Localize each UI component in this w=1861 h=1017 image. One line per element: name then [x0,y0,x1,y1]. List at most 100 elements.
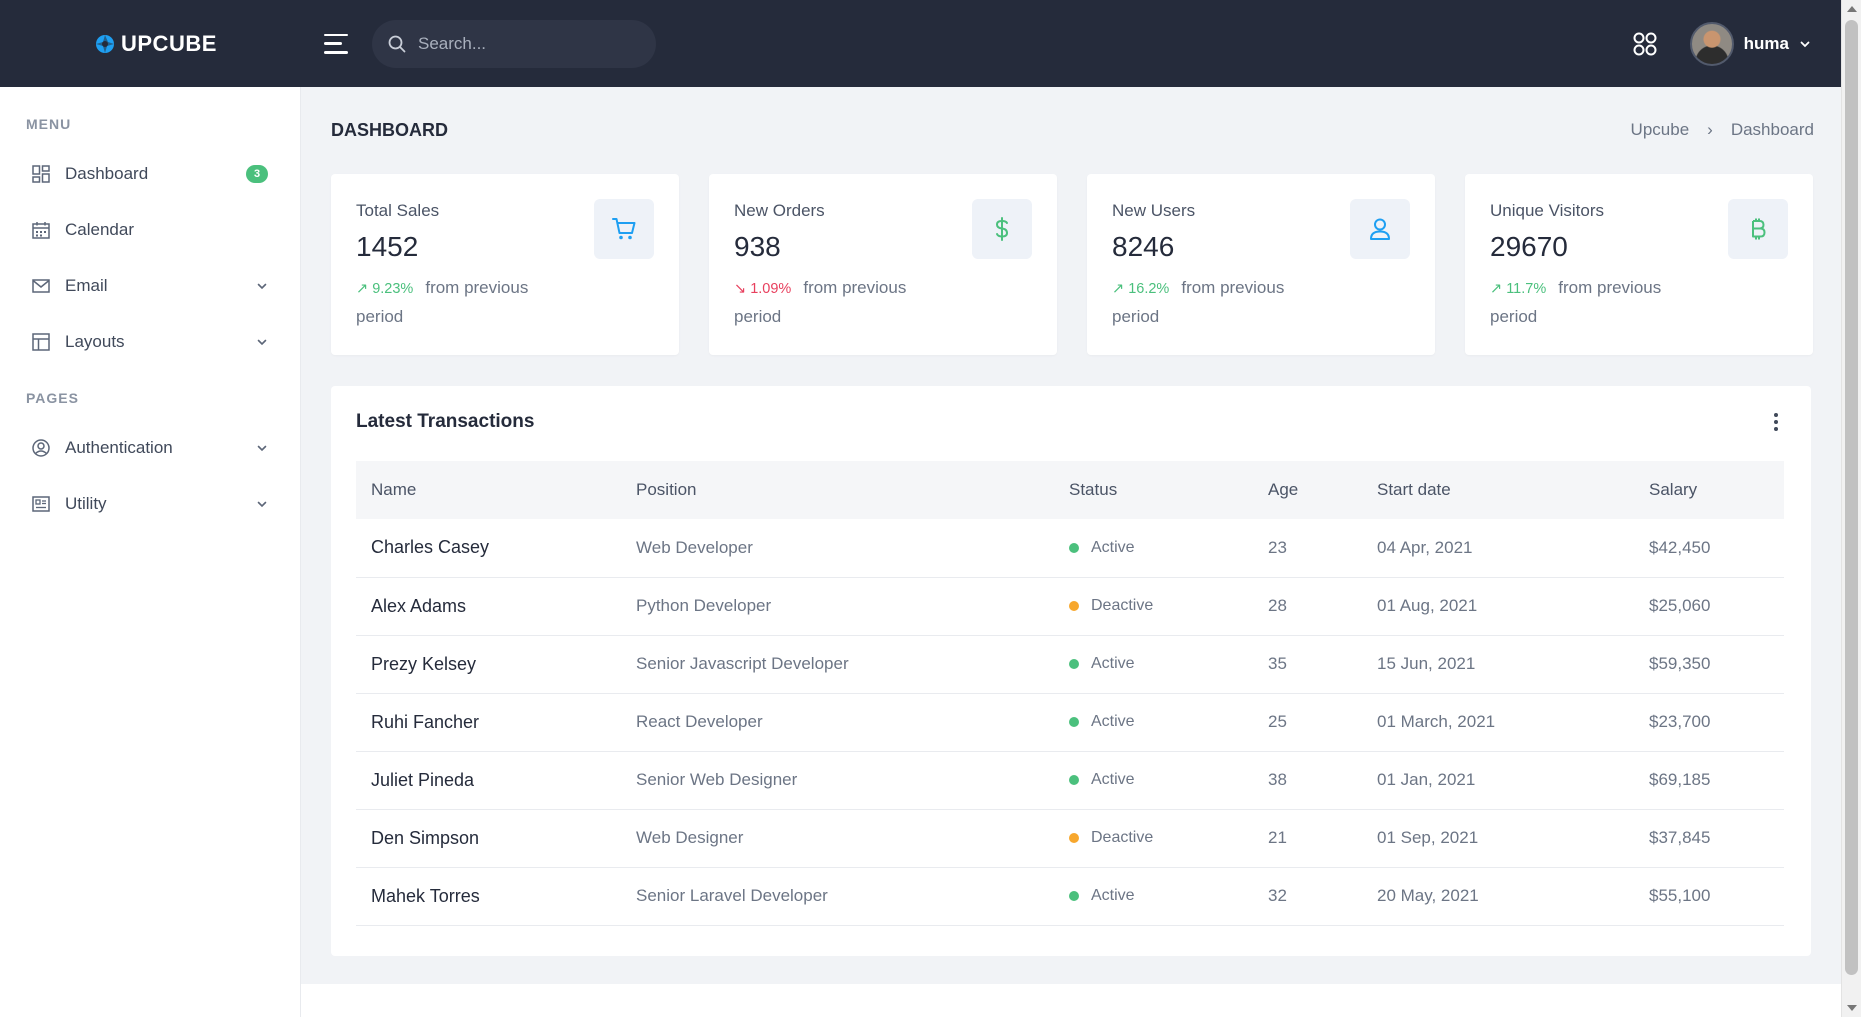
sidebar-item-authentication[interactable]: Authentication [0,420,300,476]
apps-grid-icon[interactable] [1632,31,1658,57]
stat-title: Total Sales [356,201,440,220]
cell-status: Active [1054,519,1253,577]
scroll-up-icon[interactable] [1847,6,1857,12]
cell-start-date: 01 Sep, 2021 [1377,828,1479,847]
column-header-name[interactable]: Name [371,480,417,499]
cell-age: 32 [1268,886,1287,905]
column-header-age[interactable]: Age [1268,480,1299,499]
cell-name: Ruhi Fancher [371,711,480,732]
next-card-peek [301,984,1841,1017]
breadcrumb-link-upcube[interactable]: Upcube [1630,120,1690,139]
menu-icon[interactable] [324,33,348,54]
status-label: Active [1091,713,1135,730]
cell-name: Den Simpson [371,827,480,848]
status-dot-deactive [1069,600,1079,611]
vertical-scrollbar[interactable] [1841,0,1861,1017]
stat-trend: ↗ 11.7% from previous period [1490,274,1690,330]
sidebar-item-layouts[interactable]: Layouts [0,314,300,370]
cell-position: Web Developer [636,537,753,557]
status-label: Deactive [1091,829,1154,846]
trend-up-icon: ↗ [1490,281,1503,297]
cart-icon [612,218,636,240]
breadcrumb-current: Dashboard [1730,120,1814,139]
search-input[interactable] [418,33,638,54]
trend-suffix: from previous period [734,278,907,326]
stat-card-unique-visitors: Unique Visitors 29670 ↗ 11.7% from previ… [1465,174,1813,355]
cell-position: Senior Web Designer [636,770,798,789]
cell-status: Deactive [1054,809,1253,867]
section-title-pages: PAGES [26,390,79,406]
email-icon [32,279,50,293]
column-header-start-date[interactable]: Start date [1377,480,1451,499]
column-header-position[interactable]: Position [636,480,697,499]
card-title: Latest Transactions [356,411,535,432]
user-menu[interactable]: huma [1689,21,1811,66]
cell-start-date: 15 Jun, 2021 [1377,654,1476,673]
cell-position: React Developer [636,712,763,731]
trend-suffix: from previous period [1112,278,1285,326]
trend-up-value: ↗ 11.7% [1490,281,1550,297]
stat-value: 8246 [1112,231,1175,262]
stat-value: 29670 [1490,231,1568,262]
stat-trend: ↗ 9.23% from previous period [356,274,556,330]
status-label: Active [1091,887,1135,904]
cell-age: 28 [1268,596,1287,615]
cell-name: Alex Adams [371,595,467,616]
notification-badge: 3 [246,165,268,183]
sidebar-item-utility[interactable]: Utility [0,476,300,532]
status-label: Active [1091,538,1135,556]
status-dot-active [1069,774,1079,785]
cell-position: Web Designer [636,828,744,847]
sidebar-item-calendar[interactable]: Calendar [0,202,300,258]
cell-age: 25 [1268,712,1287,731]
sidebar-item-dashboard[interactable]: Dashboard 3 [0,146,300,202]
topbar: UPCUBE huma [0,0,1841,87]
cell-salary: $37,845 [1649,828,1711,847]
cell-salary: $69,185 [1649,770,1711,789]
stat-title: New Orders [734,201,825,220]
more-options-icon[interactable] [1766,412,1786,432]
cell-status: Deactive [1054,577,1253,635]
table-row: Den Simpson Web Designer Deactive 21 01 … [356,809,1784,867]
table-row: Juliet Pineda Senior Web Designer Active… [356,751,1784,809]
cell-status: Active [1054,635,1253,693]
trend-up-value: ↗ 9.23% [356,281,417,297]
stat-card-new-orders: New Orders 938 ↘ 1.09% from previous per… [709,174,1057,355]
main-content: DASHBOARD Upcube › Dashboard Total Sales… [301,87,1841,1017]
table-row: Alex Adams Python Developer Deactive 28 … [356,577,1784,635]
column-header-status[interactable]: Status [1069,480,1118,499]
cell-age: 21 [1268,828,1287,847]
trend-up-icon: ↗ [356,281,369,297]
user-circle-icon [32,439,50,457]
sidebar-item-label: Email [65,276,108,295]
cell-salary: $25,060 [1649,596,1711,615]
stat-trend: ↘ 1.09% from previous period [734,274,934,330]
page-title: DASHBOARD [331,120,448,140]
stat-icon-box [972,199,1032,259]
status-dot-active [1069,890,1079,901]
column-header-salary[interactable]: Salary [1649,480,1698,499]
transactions-table: Name Position Status Age Start date Sala… [356,461,1784,926]
chevron-down-icon [257,445,267,452]
trend-down-value: ↘ 1.09% [734,281,795,297]
breadcrumb: Upcube › Dashboard [1631,120,1814,140]
stat-title: Unique Visitors [1490,201,1605,220]
scroll-down-icon[interactable] [1847,1005,1857,1011]
topbar-actions: huma [1632,21,1811,66]
avatar[interactable] [1689,21,1734,66]
sidebar-item-email[interactable]: Email [0,258,300,314]
chevron-down-icon [257,283,267,290]
status-dot-active [1069,716,1079,727]
brand[interactable]: UPCUBE [0,0,300,87]
chevron-down-icon [1800,41,1810,47]
stat-card-new-users: New Users 8246 ↗ 16.2% from previous per… [1087,174,1435,355]
table-row: Ruhi Fancher React Developer Active 25 0… [356,693,1784,751]
scrollbar-thumb[interactable] [1845,20,1858,975]
stat-icon-box [594,199,654,259]
trend-percent: 16.2% [1128,281,1170,297]
stat-cards: Total Sales 1452 ↗ 9.23% from previous p… [331,174,1813,355]
section-title-menu: MENU [26,116,72,132]
stat-value: 938 [734,231,781,262]
status-label: Active [1091,771,1135,788]
cell-position: Senior Laravel Developer [636,886,828,905]
